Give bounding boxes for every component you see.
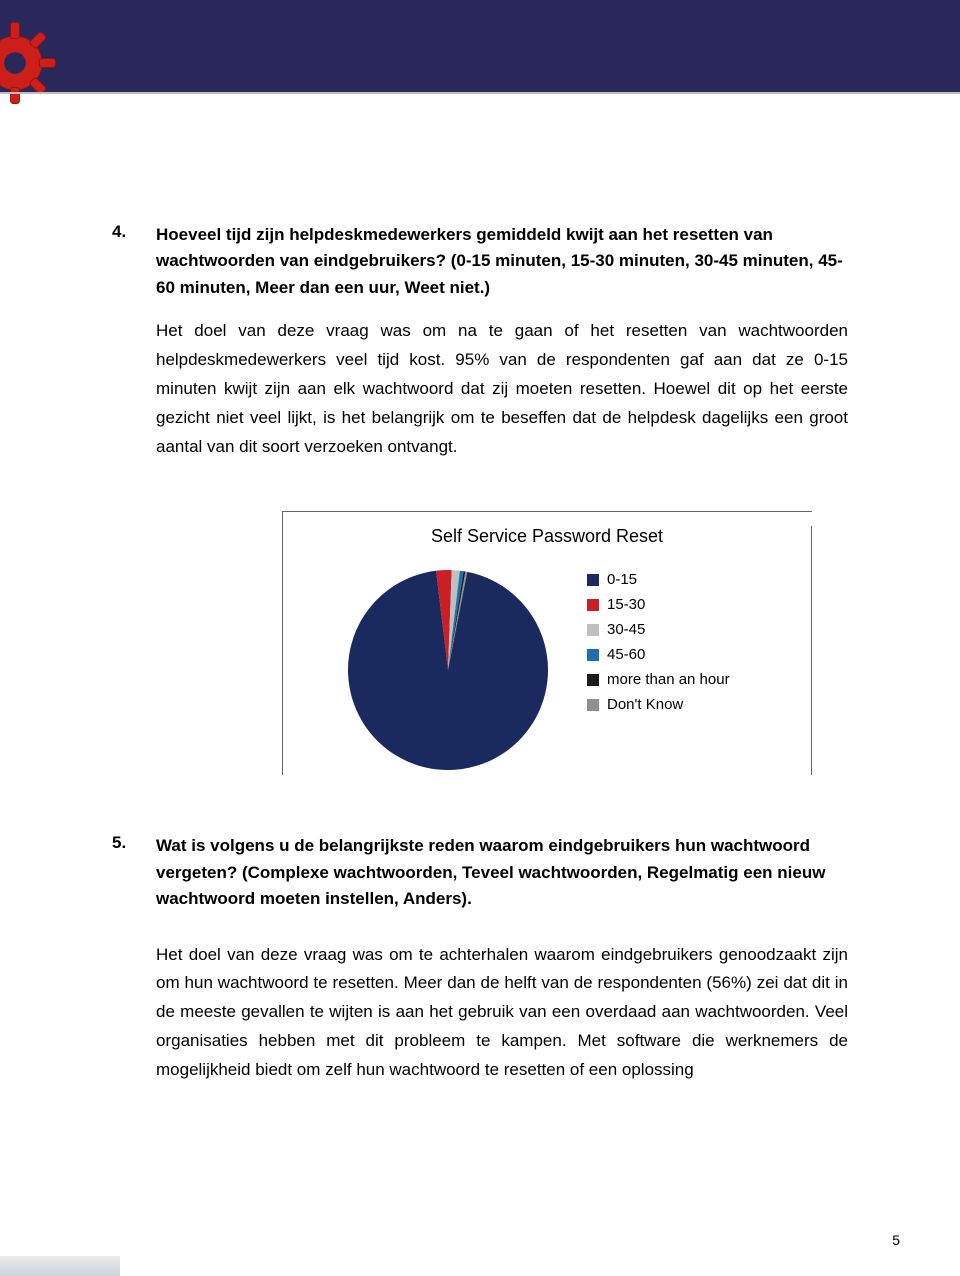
legend-label: more than an hour bbox=[607, 671, 730, 688]
header-divider bbox=[0, 92, 960, 94]
footer-bar bbox=[0, 1256, 120, 1276]
q4-number: 4. bbox=[112, 222, 130, 461]
legend-item: Don't Know bbox=[587, 696, 730, 713]
legend-label: Don't Know bbox=[607, 696, 683, 713]
legend-swatch bbox=[587, 699, 599, 711]
legend-label: 15-30 bbox=[607, 596, 645, 613]
q5-heading: Wat is volgens u de belangrijkste reden … bbox=[156, 833, 848, 912]
legend-item: more than an hour bbox=[587, 671, 730, 688]
header-band bbox=[0, 0, 960, 92]
legend-swatch bbox=[587, 624, 599, 636]
legend-label: 45-60 bbox=[607, 646, 645, 663]
question-4: 4. Hoeveel tijd zijn helpdeskmedewerkers… bbox=[112, 222, 848, 461]
legend-swatch bbox=[587, 674, 599, 686]
legend-label: 0-15 bbox=[607, 571, 637, 588]
q5-body: Het doel van deze vraag was om te achter… bbox=[156, 941, 848, 1085]
page-content: 4. Hoeveel tijd zijn helpdeskmedewerkers… bbox=[0, 92, 960, 1085]
pie-chart bbox=[343, 565, 553, 775]
legend-item: 30-45 bbox=[587, 621, 730, 638]
legend-item: 0-15 bbox=[587, 571, 730, 588]
legend-swatch bbox=[587, 649, 599, 661]
password-reset-chart: Self Service Password Reset 0-15 15-30 30-… bbox=[282, 511, 812, 775]
legend-swatch bbox=[587, 574, 599, 586]
legend-label: 30-45 bbox=[607, 621, 645, 638]
q4-heading: Hoeveel tijd zijn helpdeskmedewerkers ge… bbox=[156, 222, 848, 301]
legend-swatch bbox=[587, 599, 599, 611]
legend-item: 15-30 bbox=[587, 596, 730, 613]
question-5: 5. Wat is volgens u de belangrijkste red… bbox=[112, 833, 848, 1084]
chart-title: Self Service Password Reset bbox=[283, 526, 811, 547]
gear-icon bbox=[0, 18, 60, 108]
legend-item: 45-60 bbox=[587, 646, 730, 663]
chart-legend: 0-15 15-30 30-45 45-60 more than an hour Don'… bbox=[587, 565, 730, 721]
q4-body: Het doel van deze vraag was om na te gaa… bbox=[156, 317, 848, 461]
q5-number: 5. bbox=[112, 833, 130, 1084]
page-number: 5 bbox=[892, 1232, 900, 1248]
